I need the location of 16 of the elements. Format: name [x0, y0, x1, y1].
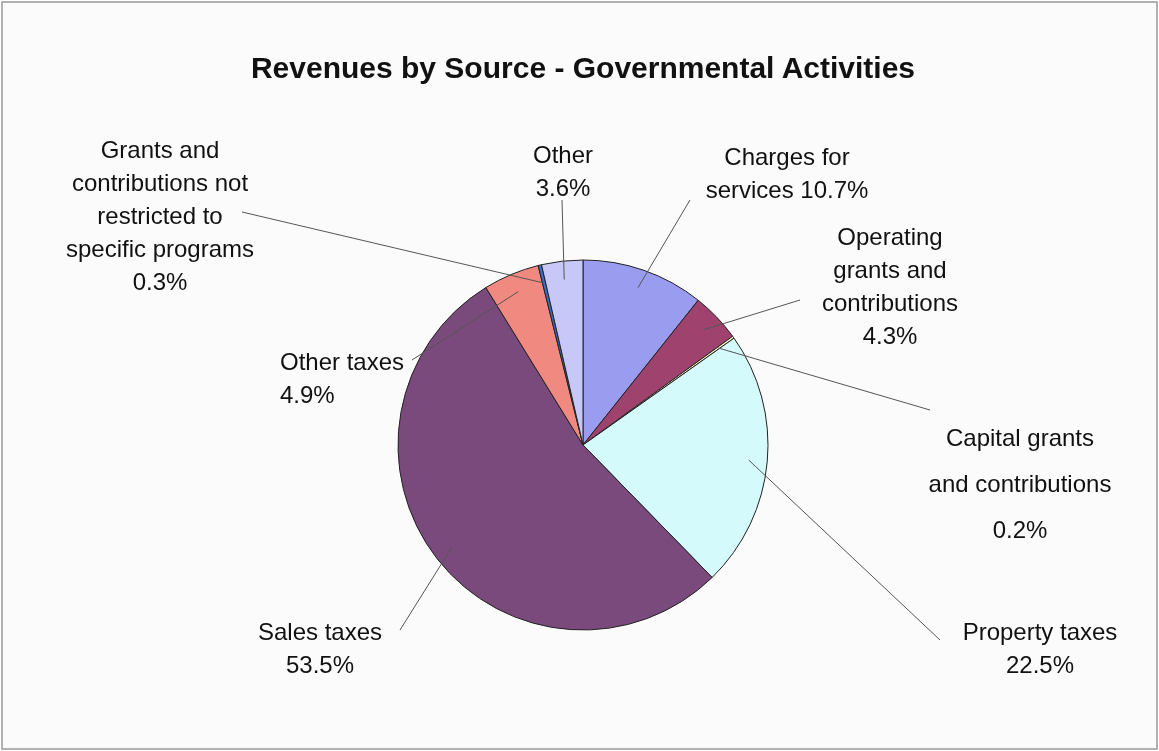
slice-label: Sales taxes — [257, 618, 383, 645]
data-label: 0.2% — [992, 516, 1048, 543]
slice-label: Operating grants and contributions — [821, 223, 959, 316]
data-label: 4.9% — [280, 381, 335, 408]
slice-label: Other — [532, 141, 594, 168]
data-label: 4.3% — [862, 322, 918, 349]
data-label: 53.5% — [285, 651, 355, 678]
slice-label: Grants and contributions not restricted to specific programs — [65, 136, 255, 262]
slice-label: Other taxes — [280, 348, 405, 375]
slice-label: Property taxes — [962, 618, 1118, 645]
data-label: 0.3% — [132, 268, 188, 295]
slice-label: Capital grants and contributions — [928, 424, 1112, 497]
data-label: 22.5% — [1005, 651, 1075, 678]
data-label: 3.6% — [535, 174, 591, 201]
slice-label: Charges for services 10.7% — [705, 143, 869, 203]
chart-title: Revenues by Source - Governmental Activities — [250, 51, 916, 84]
